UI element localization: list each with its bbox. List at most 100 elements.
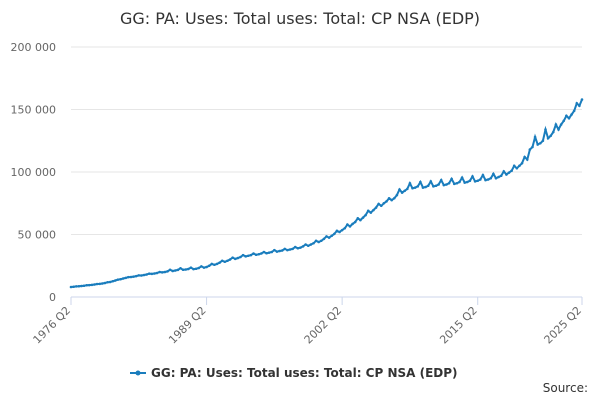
- point: [215, 262, 219, 266]
- x-tick-label: 1989 Q2: [166, 304, 209, 347]
- point: [395, 193, 399, 197]
- point: [538, 141, 542, 145]
- source: Source:: [543, 381, 588, 395]
- point: [293, 245, 297, 249]
- point: [541, 139, 545, 143]
- point: [476, 179, 480, 183]
- point: [353, 220, 357, 224]
- x-tick-label: 1976 Q2: [31, 304, 74, 347]
- point: [142, 273, 146, 277]
- point: [184, 268, 188, 271]
- point: [366, 209, 370, 213]
- point: [533, 135, 537, 139]
- point: [233, 257, 237, 261]
- point: [484, 178, 487, 182]
- point: [400, 191, 404, 194]
- point: [567, 116, 571, 120]
- point: [173, 269, 177, 272]
- point: [82, 284, 86, 288]
- point: [77, 284, 81, 288]
- point: [301, 245, 305, 248]
- point: [489, 176, 493, 180]
- point: [273, 248, 276, 252]
- point: [455, 181, 459, 185]
- point: [528, 148, 532, 151]
- point: [544, 128, 547, 131]
- point: [98, 282, 101, 286]
- point: [382, 201, 386, 205]
- point: [372, 208, 375, 212]
- point: [213, 263, 216, 267]
- point: [575, 101, 579, 105]
- point: [132, 275, 135, 278]
- point: [413, 186, 417, 189]
- point: [497, 175, 500, 179]
- point: [155, 271, 159, 275]
- point: [257, 252, 261, 256]
- point: [346, 223, 349, 226]
- point: [361, 216, 365, 219]
- point: [510, 169, 513, 173]
- point: [406, 187, 409, 191]
- point: [108, 280, 112, 284]
- point: [74, 285, 78, 288]
- point: [442, 183, 446, 187]
- point: [228, 258, 232, 261]
- point: [374, 206, 378, 209]
- point: [134, 274, 138, 278]
- point: [153, 272, 156, 275]
- point: [325, 235, 328, 238]
- point: [494, 176, 498, 180]
- y-tick-label: 0: [49, 291, 56, 304]
- point: [163, 270, 167, 274]
- point: [231, 256, 234, 259]
- point: [465, 180, 469, 184]
- point: [322, 237, 326, 241]
- point: [460, 176, 464, 179]
- point: [364, 213, 367, 217]
- point: [356, 216, 360, 220]
- point: [557, 128, 560, 131]
- point: [69, 285, 73, 289]
- point: [270, 250, 274, 254]
- point: [518, 164, 521, 168]
- legend-marker: [135, 370, 141, 376]
- point: [127, 275, 130, 279]
- point: [570, 113, 573, 116]
- point: [343, 226, 347, 230]
- point: [447, 181, 451, 185]
- point: [179, 266, 182, 270]
- point: [546, 136, 550, 140]
- point: [562, 119, 566, 123]
- point: [309, 243, 313, 246]
- point: [531, 145, 534, 149]
- point: [111, 279, 115, 283]
- point: [87, 283, 91, 287]
- y-tick-label: 50 000: [18, 229, 57, 242]
- point: [265, 251, 268, 255]
- point: [121, 277, 125, 280]
- point: [463, 181, 466, 184]
- point: [129, 275, 133, 279]
- point: [434, 184, 438, 188]
- point: [565, 114, 568, 118]
- point: [403, 189, 407, 193]
- point: [176, 268, 180, 272]
- point: [254, 253, 258, 257]
- point: [319, 239, 323, 243]
- point: [189, 266, 193, 269]
- point: [424, 185, 427, 189]
- point: [411, 186, 414, 190]
- point: [90, 283, 94, 287]
- point: [223, 260, 227, 264]
- point: [187, 267, 190, 271]
- point: [168, 268, 172, 272]
- point: [95, 282, 99, 286]
- y-tick-label: 200 000: [11, 41, 57, 54]
- point: [283, 247, 287, 251]
- point: [197, 266, 201, 270]
- point: [468, 179, 472, 183]
- point: [549, 134, 553, 138]
- point: [330, 234, 334, 238]
